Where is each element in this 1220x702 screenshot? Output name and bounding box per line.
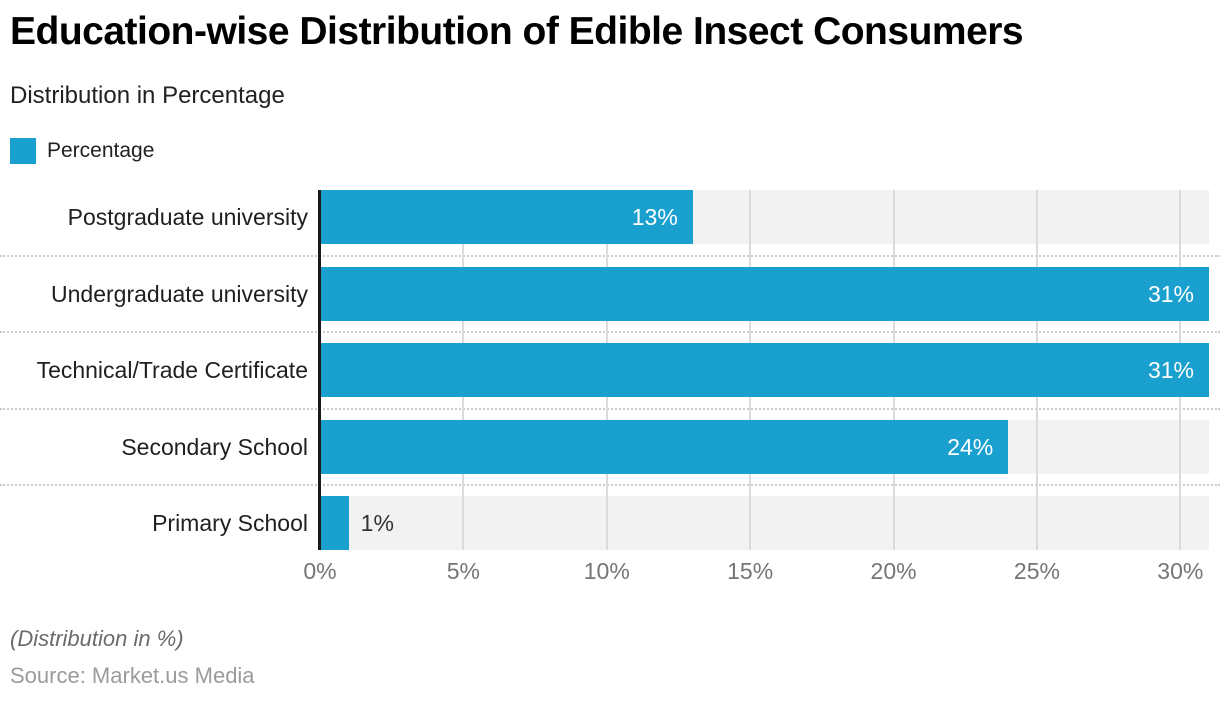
x-tick-label: 0% (303, 558, 337, 584)
x-tick-label: 15% (727, 558, 774, 584)
x-tick-label: 5% (446, 558, 480, 584)
x-tick-label: 25% (1013, 558, 1060, 584)
bar-1: 13% (320, 190, 693, 244)
row-separator (0, 254, 1220, 257)
bar-track (320, 496, 1209, 550)
category-label: Undergraduate university (51, 280, 308, 307)
row-separator (0, 407, 1220, 410)
legend-label: Percentage (47, 139, 155, 162)
x-tick-label: 30% (1157, 558, 1204, 584)
distribution-note: (Distribution in %) (10, 626, 184, 651)
row-separator (0, 331, 1220, 333)
value-label: 1% (360, 510, 394, 536)
chart-title: Education-wise Distribution of Edible In… (10, 10, 1024, 53)
legend-swatch-icon (10, 138, 36, 164)
bar-5 (320, 496, 349, 550)
category-label: Primary School (152, 510, 308, 536)
category-label: Secondary School (121, 433, 308, 460)
bar-2: 31% (320, 266, 1209, 321)
y-axis-line (318, 190, 321, 550)
chart-subtitle: Distribution in Percentage (10, 82, 285, 109)
value-label: 13% (631, 204, 678, 230)
row-separator (0, 484, 1220, 486)
value-label: 31% (1147, 280, 1194, 307)
value-label: 31% (1147, 357, 1194, 383)
source-credit: Source: Market.us Media (10, 663, 255, 688)
value-label: 24% (947, 433, 994, 460)
bar-4: 24% (320, 419, 1009, 474)
category-label: Technical/Trade Certificate (36, 357, 308, 383)
x-tick-label: 10% (583, 558, 630, 584)
legend: Percentage (10, 138, 154, 164)
x-tick-label: 20% (870, 558, 917, 584)
category-label: Postgraduate university (67, 204, 308, 230)
bar-3: 31% (320, 343, 1209, 397)
bar-chart: Postgraduate university 13% Undergraduate … (0, 190, 1220, 590)
